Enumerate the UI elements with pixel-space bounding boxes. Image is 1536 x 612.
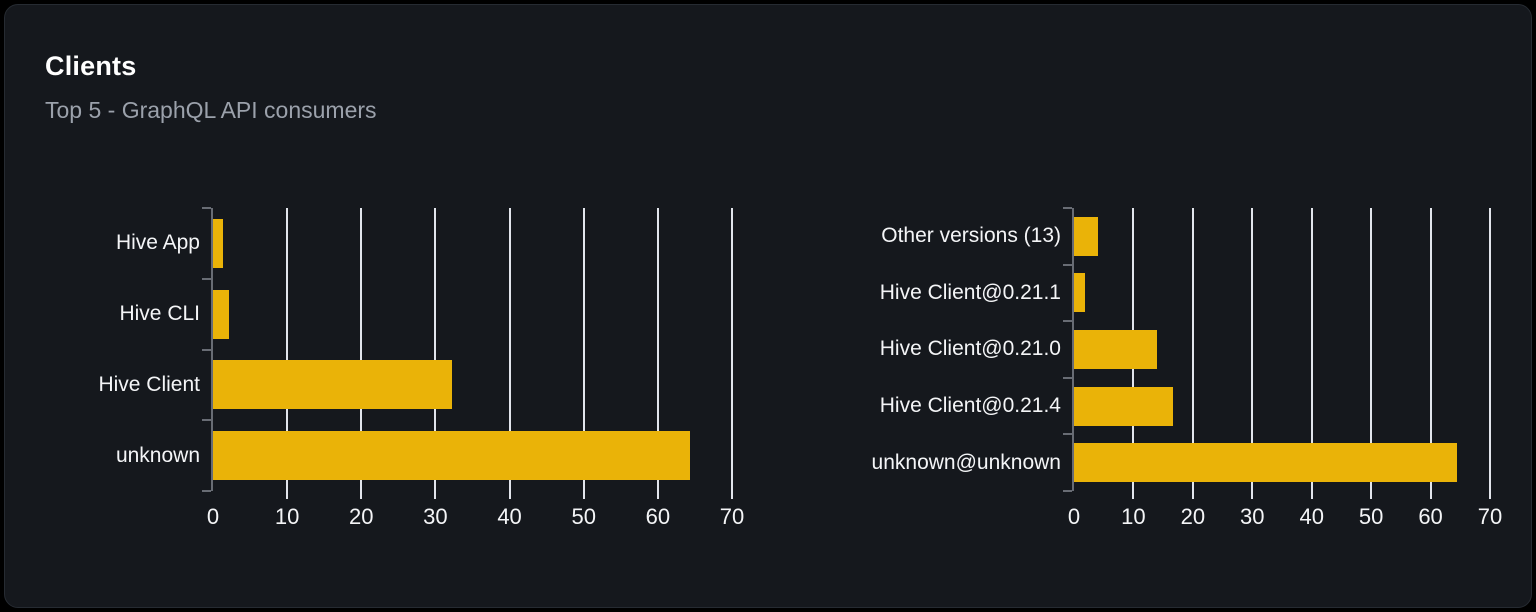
category-label: unknown [115, 443, 200, 467]
gridline [582, 208, 585, 491]
x-tick-label: 70 [719, 504, 745, 529]
gridline [286, 208, 289, 491]
x-tick-label: 60 [645, 504, 671, 529]
gridline [731, 208, 733, 491]
gridline [1370, 208, 1373, 491]
bar [213, 431, 690, 481]
x-tick-label: 40 [497, 504, 522, 529]
x-tick-label: 30 [1240, 504, 1265, 529]
axis-tick-mark [1429, 491, 1432, 499]
axis-tick-mark [1132, 491, 1135, 499]
bar [213, 289, 230, 339]
category-label: unknown@unknown [871, 450, 1061, 474]
axis-tick-mark [1191, 491, 1194, 499]
axis-tick-mark [434, 491, 437, 499]
axis-tick-mark [1370, 491, 1373, 499]
bar [213, 218, 224, 268]
y-axis-line [1072, 208, 1074, 491]
axis-tick-mark [286, 491, 289, 499]
axis-tick-mark [360, 491, 363, 499]
y-axis-tick [1063, 264, 1072, 266]
x-tick-label: 0 [1067, 504, 1081, 529]
y-axis-tick [202, 278, 211, 280]
gridline [1429, 208, 1432, 491]
axis-tick-mark [656, 491, 659, 499]
y-axis-tick [202, 349, 211, 351]
bar [1074, 273, 1086, 313]
y-axis-tick [202, 207, 211, 209]
x-tick-label: 10 [274, 504, 300, 529]
card-title: Clients [45, 51, 137, 81]
gridline [1489, 208, 1491, 491]
card-subtitle: Top 5 - GraphQL API consumers [45, 97, 377, 123]
category-label: Hive App [115, 231, 200, 255]
category-label: Hive Client [98, 372, 200, 396]
category-label: Hive Client@0.21.4 [879, 394, 1061, 418]
y-axis-tick [202, 419, 211, 421]
axis-tick-mark [1489, 491, 1491, 499]
x-tick-label: 20 [349, 504, 374, 529]
y-axis-tick [1063, 433, 1072, 435]
x-tick-label: 50 [571, 504, 596, 529]
axis-tick-mark [731, 491, 733, 499]
axis-tick-mark [1251, 491, 1254, 499]
axis-tick-mark [582, 491, 585, 499]
gridline [434, 208, 437, 491]
clients-by-name-chart: 0 10 20 30 40 50 60 70 Hive App Hive CLI Hive Clie… [98, 207, 744, 529]
category-label: Other versions (13) [881, 224, 1061, 248]
clients-by-version-chart: 0 10 20 30 40 50 60 70 Other versions (13) Hive C… [872, 207, 1502, 529]
x-tick-label: 60 [1418, 504, 1443, 529]
gridline [1191, 208, 1194, 491]
gridline [1251, 208, 1254, 491]
gridline [1310, 208, 1313, 491]
y-axis-tick [1063, 320, 1072, 322]
bar [1074, 216, 1098, 256]
y-axis-tick [1063, 377, 1072, 379]
gridline [360, 208, 363, 491]
y-axis-tick [1063, 490, 1072, 492]
gridline [656, 208, 659, 491]
y-axis-tick [202, 490, 211, 492]
bar [1074, 386, 1173, 426]
category-label: Hive Client@0.21.1 [879, 280, 1061, 304]
y-axis-line [211, 208, 213, 491]
x-tick-label: 50 [1358, 504, 1384, 529]
x-tick-label: 30 [423, 504, 448, 529]
clients-card: Clients Top 5 - GraphQL API consumers 0 1… [4, 4, 1532, 608]
bar [213, 360, 452, 410]
x-tick-label: 20 [1180, 504, 1206, 529]
x-tick-label: 10 [1121, 504, 1146, 529]
bar [1074, 330, 1157, 369]
gridline [508, 208, 511, 491]
category-label: Hive Client@0.21.0 [879, 337, 1061, 361]
x-tick-label: 40 [1299, 504, 1324, 529]
axis-tick-mark [508, 491, 511, 499]
category-label: Hive CLI [119, 302, 200, 326]
y-axis-tick [1063, 207, 1072, 209]
x-tick-label: 70 [1477, 504, 1503, 529]
bar [1074, 443, 1458, 483]
axis-tick-mark [1310, 491, 1313, 499]
x-tick-label: 0 [206, 504, 220, 529]
